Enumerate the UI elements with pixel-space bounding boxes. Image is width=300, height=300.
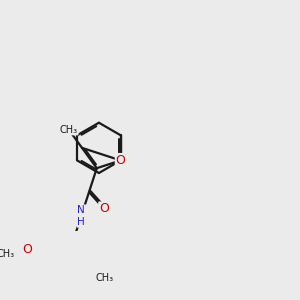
Text: CH₃: CH₃ xyxy=(60,124,78,135)
Text: CH₃: CH₃ xyxy=(0,249,15,259)
Text: N
H: N H xyxy=(77,205,85,227)
Text: O: O xyxy=(116,154,126,167)
Text: O: O xyxy=(22,243,32,256)
Text: CH₃: CH₃ xyxy=(96,273,114,283)
Text: O: O xyxy=(99,202,109,215)
